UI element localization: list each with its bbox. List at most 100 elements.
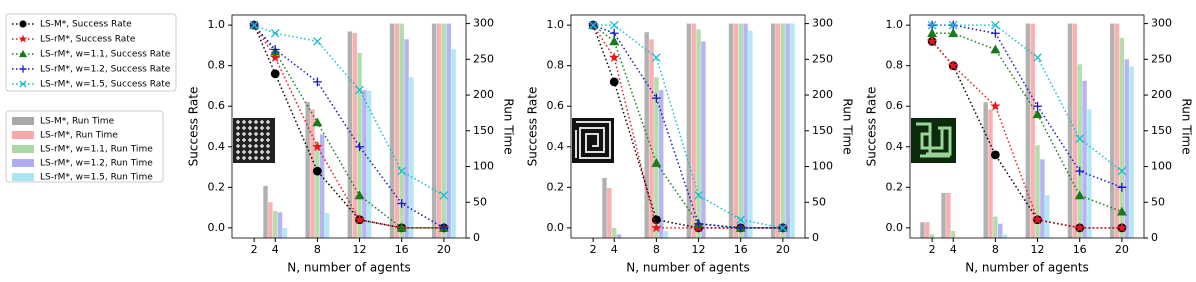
x-tick-label: 20: [1115, 243, 1129, 256]
bar: [946, 192, 951, 238]
marker: [312, 166, 322, 176]
y-tick-label: 0.4: [886, 140, 904, 153]
bar: [612, 227, 617, 238]
bar: [733, 23, 739, 239]
bar: [324, 212, 330, 238]
bar: [347, 31, 353, 238]
bar: [394, 23, 400, 239]
y-tick-label: 0.6: [547, 99, 565, 112]
marker: [1032, 109, 1043, 119]
x-tick-label: 12: [353, 243, 367, 256]
x-tick-label: 8: [992, 243, 999, 256]
y-axis-label: Success Rate: [865, 87, 879, 167]
maze-thumbnail: [911, 118, 956, 163]
y2-tick-label: 200: [812, 88, 833, 101]
y2-axis-label: Run Time: [502, 98, 516, 154]
y2-tick-label: 200: [473, 88, 494, 101]
bar: [941, 192, 946, 238]
marker: [270, 69, 280, 79]
marker: [397, 166, 407, 176]
marker: [926, 35, 938, 46]
y-tick-label: 0.0: [886, 221, 904, 234]
bar: [441, 23, 447, 239]
bar: [748, 30, 753, 238]
marker: [948, 20, 958, 30]
subplot: 2 4 8 12 16 20 0.0 0.2 0.4 0.6 0.8 1.0 0 50 100 150 200 2…: [187, 14, 516, 275]
bar: [436, 23, 442, 239]
y2-tick-label: 0: [1151, 231, 1158, 244]
y2-axis-label: Run Time: [1180, 98, 1194, 154]
marker: [651, 158, 662, 167]
bar: [691, 23, 696, 239]
legend-label: LS-rM*, Run Time: [40, 131, 118, 141]
y2-tick-label: 150: [812, 124, 833, 137]
bar: [951, 230, 956, 238]
bar: [268, 202, 273, 238]
bar: [998, 223, 1003, 238]
legend-marker: [18, 49, 28, 58]
line: [932, 24, 1123, 189]
y2-tick-label: 50: [812, 195, 826, 208]
legend-swatch: [12, 159, 34, 167]
y-tick-label: 0.8: [547, 59, 565, 72]
marker: [947, 60, 959, 71]
bar: [701, 41, 706, 239]
marker: [355, 85, 364, 95]
marker: [396, 222, 407, 232]
subplot: 2 4 8 12 16 20 0.0 0.2 0.4 0.6 0.8 1.0 0 50 100 150 200 2…: [865, 14, 1194, 275]
x-tick-label: 12: [1031, 243, 1045, 256]
bar: [367, 90, 372, 238]
y-tick-label: 0.2: [208, 180, 226, 193]
bar: [1045, 195, 1050, 238]
legend-box: [5, 13, 177, 92]
bar: [663, 230, 669, 238]
marker: [651, 93, 661, 103]
y-tick-label: 0.4: [208, 140, 226, 153]
bar: [649, 39, 654, 238]
legend-label: LS-rM*, w=1.2, Run Time: [40, 159, 153, 169]
legend-label: LS-rM*, w=1.5, Run Time: [40, 173, 153, 183]
y2-tick-label: 50: [1151, 195, 1165, 208]
bar: [263, 185, 268, 238]
marker: [990, 150, 1000, 160]
y2-tick-label: 100: [812, 160, 833, 173]
bar: [1077, 64, 1082, 238]
bar: [607, 187, 612, 238]
bar: [362, 90, 367, 238]
x-axis-label: N, number of agents: [965, 261, 1089, 275]
y2-tick-label: 100: [473, 160, 494, 173]
bar: [305, 102, 310, 238]
legend-runtime: LS-M*, Run Time LS-rM*, Run Time LS-rM*, w…: [5, 110, 164, 183]
legend-label: LS-M*, Run Time: [40, 117, 115, 127]
y2-tick-label: 300: [1151, 17, 1172, 30]
x-axis-label: N, number of agents: [287, 261, 411, 275]
y2-tick-label: 150: [1151, 124, 1172, 137]
bar: [790, 23, 795, 239]
y-tick-label: 0.0: [208, 221, 226, 234]
y-tick-label: 0.6: [208, 99, 226, 112]
x-tick-label: 4: [272, 243, 279, 256]
marker: [651, 222, 662, 233]
legend-label: LS-rM*, w=1.2, Success Rate: [40, 65, 171, 75]
marker: [439, 191, 449, 200]
bar: [1072, 23, 1078, 239]
maze-thumbnail: [233, 118, 275, 163]
marker: [609, 28, 619, 38]
legend-marker: [19, 80, 27, 88]
legend-swatch: [12, 173, 34, 181]
y-axis-label: Success Rate: [187, 87, 201, 167]
marker: [312, 141, 323, 152]
line: [253, 24, 445, 197]
legend-swatch: [12, 131, 34, 139]
marker: [736, 223, 746, 233]
marker: [948, 28, 959, 38]
bar: [654, 77, 659, 238]
legend-swatch: [12, 117, 34, 125]
x-tick-label: 16: [734, 243, 748, 256]
bar: [738, 23, 743, 239]
plot-frame: [570, 14, 806, 239]
bar: [399, 23, 404, 239]
marker: [1116, 206, 1127, 216]
marker: [990, 28, 1000, 38]
bar: [389, 23, 395, 239]
